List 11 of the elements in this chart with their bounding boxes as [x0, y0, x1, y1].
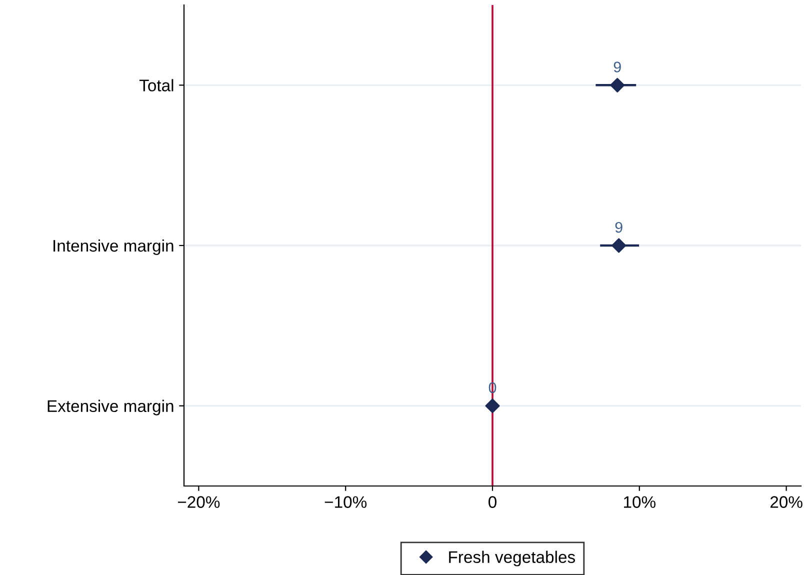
y-tick-label: Total	[139, 79, 174, 92]
x-tick-label: 10%	[624, 496, 656, 508]
y-tick-label: Intensive margin	[54, 239, 174, 255]
x-tick-label: −20%	[178, 496, 220, 508]
y-tick-label: Extensive margin	[48, 400, 174, 416]
legend-label: Fresh vegetables	[449, 550, 575, 566]
x-tick-label: 20%	[770, 496, 802, 508]
x-tick-label: 0	[488, 496, 496, 508]
data-label: 9	[614, 62, 621, 72]
data-label: 9	[615, 222, 622, 233]
x-tick-label: −10%	[324, 496, 367, 508]
